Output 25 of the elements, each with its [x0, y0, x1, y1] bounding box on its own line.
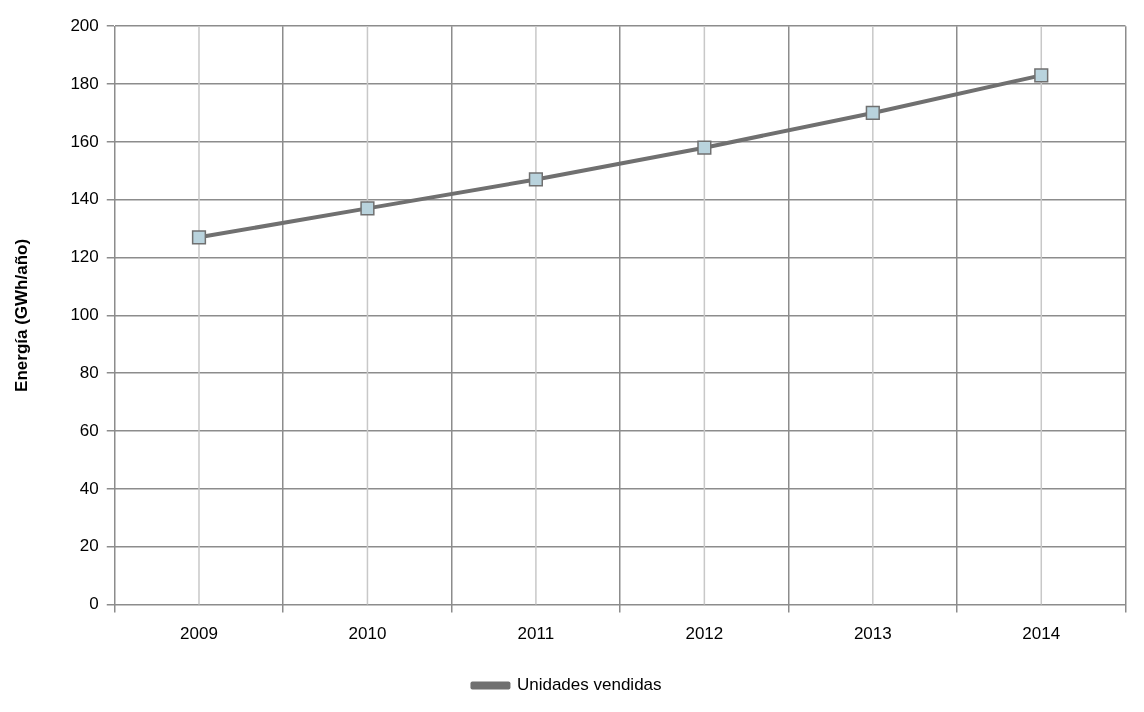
y-tick-label: 100 [70, 305, 99, 325]
x-tick-label: 2009 [180, 624, 218, 644]
y-tick-label: 40 [79, 478, 99, 498]
y-tick-label: 160 [70, 131, 99, 151]
x-tick-label: 2013 [853, 624, 892, 644]
y-tick-label: 20 [79, 536, 99, 556]
x-tick-label: 2012 [685, 624, 724, 644]
point [1034, 68, 1049, 83]
point [865, 105, 880, 121]
y-tick-label: 180 [70, 73, 99, 93]
y-tick-label: 80 [79, 362, 99, 382]
x-tick-label: 2011 [517, 624, 555, 644]
point [697, 140, 712, 155]
y-tick-label: 200 [70, 15, 99, 35]
legend-label: Unidades vendidas [516, 675, 662, 695]
point [360, 201, 375, 216]
y-tick-label: 60 [79, 420, 99, 440]
x-tick-label: 2010 [348, 624, 387, 644]
y-axis-title: Energía (GWh/año) [11, 238, 31, 392]
y-tick-label: 140 [70, 189, 99, 209]
point [191, 230, 207, 245]
y-tick-label: 0 [89, 594, 99, 614]
x-tick-label: 2014 [1022, 624, 1061, 644]
point [528, 172, 544, 187]
y-tick-label: 120 [70, 247, 99, 267]
